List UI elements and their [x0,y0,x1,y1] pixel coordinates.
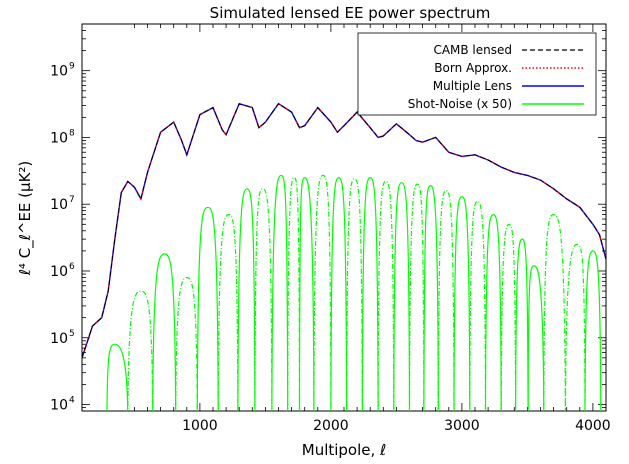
x-tick-label: 2000 [313,418,349,434]
shot-noise-arch [408,183,425,411]
y-tick-exponent: 5 [69,329,75,339]
y-tick-exponent: 8 [69,128,75,138]
y-tick-label: 10 [50,398,68,414]
y-tick-label: 10 [50,331,68,347]
x-tick-label: 3000 [444,418,480,434]
legend-born-approx-label: Born Approx. [434,61,512,75]
shot-noise-arch [298,176,315,411]
y-tick-exponent: 9 [69,62,75,72]
shot-noise-arch [127,290,154,411]
shot-noise-arch [217,213,239,411]
shot-noise-arch [515,238,529,411]
shot-noise-arch [377,180,395,411]
y-tick-exponent: 6 [69,262,75,272]
x-tick-label: 4000 [575,418,611,434]
axis-ticks [82,23,606,412]
chart-title: Simulated lensed EE power spectrum [210,4,491,22]
shot-noise-arch [469,200,487,411]
y-tick-exponent: 4 [69,396,75,406]
y-axis-label: ℓ⁴ C_ℓ^EE (μK²) [16,161,35,277]
y-tick-exponent: 7 [69,195,75,205]
legend-shot-noise-label: Shot-Noise (x 50) [408,97,512,111]
shot-noise-arch [152,253,177,411]
legend: CAMB lensed Born Approx. Multiple Lens Shot… [357,32,597,116]
y-tick-label: 10 [50,64,68,80]
shot-noise-arch [313,174,332,411]
shot-noise-arch [254,188,273,411]
x-tick-labels: 1000 2000 3000 4000 [182,418,611,434]
shot-noise-arch [584,250,602,411]
legend-camb-lensed-label: CAMB lensed [433,43,512,57]
shot-noise-arch [271,174,289,411]
shot-noise-arch [287,176,301,411]
y-tick-label: 10 [50,197,68,213]
legend-box [357,32,597,116]
shot-noise-series [106,174,602,411]
shot-noise-arch [423,184,439,411]
shot-noise-arch [484,213,502,411]
shot-noise-arch [543,213,566,411]
x-tick-label: 1000 [182,418,218,434]
shot-noise-arch [564,243,586,411]
shot-noise-arch [175,276,198,411]
legend-multiple-lens-label: Multiple Lens [433,79,512,93]
shot-noise-arch [500,223,517,411]
x-axis-label: Multipole, ℓ [302,441,387,459]
shot-noise-arch [237,188,256,411]
shot-noise-arch [361,176,379,411]
shot-noise-arch [196,206,219,411]
y-tick-label: 10 [50,130,68,146]
shot-noise-arch [393,182,411,411]
shot-noise-arch [330,176,348,411]
spectrum-series [82,102,606,359]
y-tick-label: 10 [50,264,68,280]
shot-noise-arch [527,265,545,411]
shot-noise-arch [106,343,129,411]
shot-noise-arch [453,195,471,411]
camb-lensed-line [82,103,606,359]
shot-noise-arch [346,178,363,411]
shot-noise-arch [437,189,455,411]
